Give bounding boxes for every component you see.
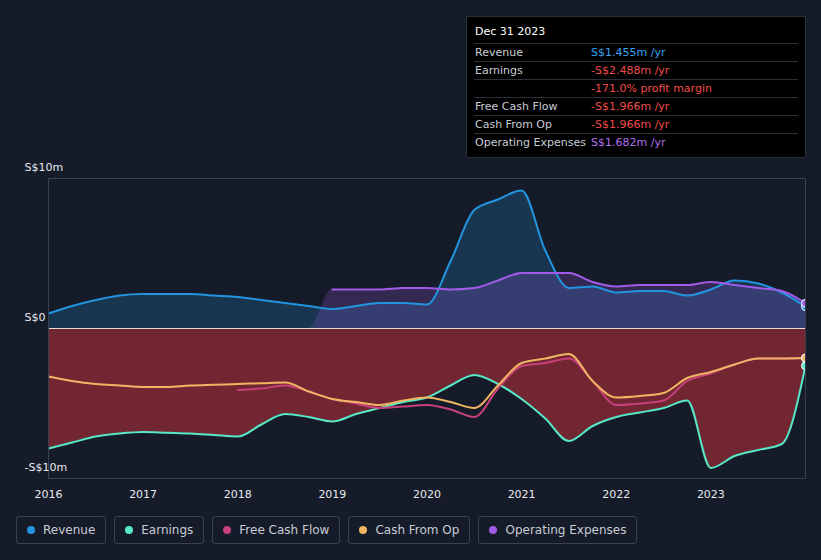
html-text:Earnings: Earnings <box>475 64 523 77</box>
html-text:-171.0% profit margin: -171.0% profit margin <box>591 82 712 95</box>
html-text:Earnings: Earnings <box>141 523 194 537</box>
html-text:Revenue: Revenue <box>43 523 96 537</box>
html-text:-S$1.966m /yr: -S$1.966m /yr <box>591 118 670 131</box>
html-text:-S$2.488m /yr: -S$2.488m /yr <box>591 64 670 77</box>
svg-text:2022: 2022 <box>602 488 630 500</box>
html-text:Cash From Op: Cash From Op <box>475 118 552 131</box>
svg-text:2020: 2020 <box>413 488 441 500</box>
svg-text:2016: 2016 <box>35 488 63 500</box>
html-text:Dec 31 2023: Dec 31 2023 <box>475 25 546 38</box>
html-text:Free Cash Flow: Free Cash Flow <box>239 523 330 537</box>
html-text:Operating Expenses: Operating Expenses <box>505 523 627 537</box>
html-text:Free Cash Flow: Free Cash Flow <box>475 100 558 113</box>
svg-text:S$10m: S$10m <box>25 161 64 174</box>
svg-text:-S$10m: -S$10m <box>25 461 68 474</box>
svg-text:S$0: S$0 <box>25 311 46 324</box>
html-text:S$1.455m /yr: S$1.455m /yr <box>591 46 666 59</box>
svg-text:2019: 2019 <box>318 488 346 500</box>
svg-text:2023: 2023 <box>697 488 725 500</box>
html-text:Revenue: Revenue <box>475 46 523 59</box>
html-text:-S$1.966m /yr: -S$1.966m /yr <box>591 100 670 113</box>
svg-text:2018: 2018 <box>224 488 252 500</box>
html-text:Operating Expenses: Operating Expenses <box>475 136 586 149</box>
svg-text:2017: 2017 <box>129 488 157 500</box>
html-text:S$1.682m /yr: S$1.682m /yr <box>591 136 666 149</box>
html-text:Cash From Op: Cash From Op <box>375 523 460 537</box>
svg-text:2021: 2021 <box>508 488 536 500</box>
